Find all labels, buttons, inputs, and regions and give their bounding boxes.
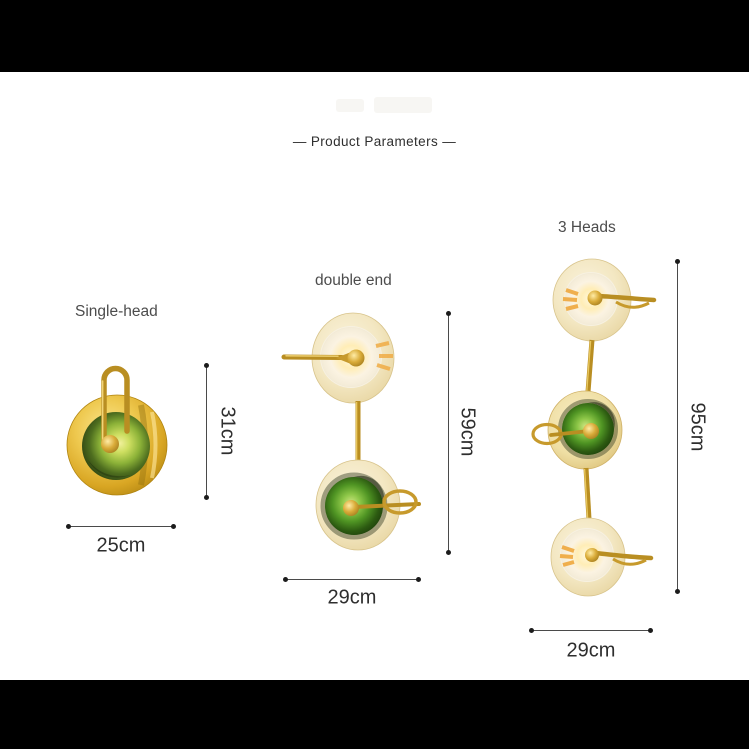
top-letterbox-bar <box>0 0 749 72</box>
product-label-3-heads: 3 Heads <box>558 219 616 236</box>
width-dimension-line <box>528 627 653 633</box>
product-label-double-end: double end <box>315 272 392 289</box>
width-dimension-value: 25cm <box>96 534 146 557</box>
faint-watermark <box>374 97 432 113</box>
height-dimension-value: 31cm <box>216 406 239 456</box>
height-dimension-line <box>203 362 209 500</box>
single-head-lamp-image <box>66 365 168 496</box>
three-heads-lamp-image <box>531 258 657 597</box>
height-dimension-line <box>674 258 680 594</box>
product-label-single-head: Single-head <box>75 303 158 320</box>
double-end-lamp-image <box>281 312 421 551</box>
faint-watermark <box>336 99 364 112</box>
height-dimension-line <box>445 310 451 555</box>
width-dimension-value: 29cm <box>566 639 616 662</box>
width-dimension-line <box>282 576 421 582</box>
width-dimension-value: 29cm <box>327 586 377 609</box>
height-dimension-value: 59cm <box>456 407 479 457</box>
width-dimension-line <box>65 523 176 529</box>
height-dimension-value: 95cm <box>686 402 709 452</box>
bottom-letterbox-bar <box>0 680 749 749</box>
section-title: — Product Parameters — <box>292 134 457 149</box>
